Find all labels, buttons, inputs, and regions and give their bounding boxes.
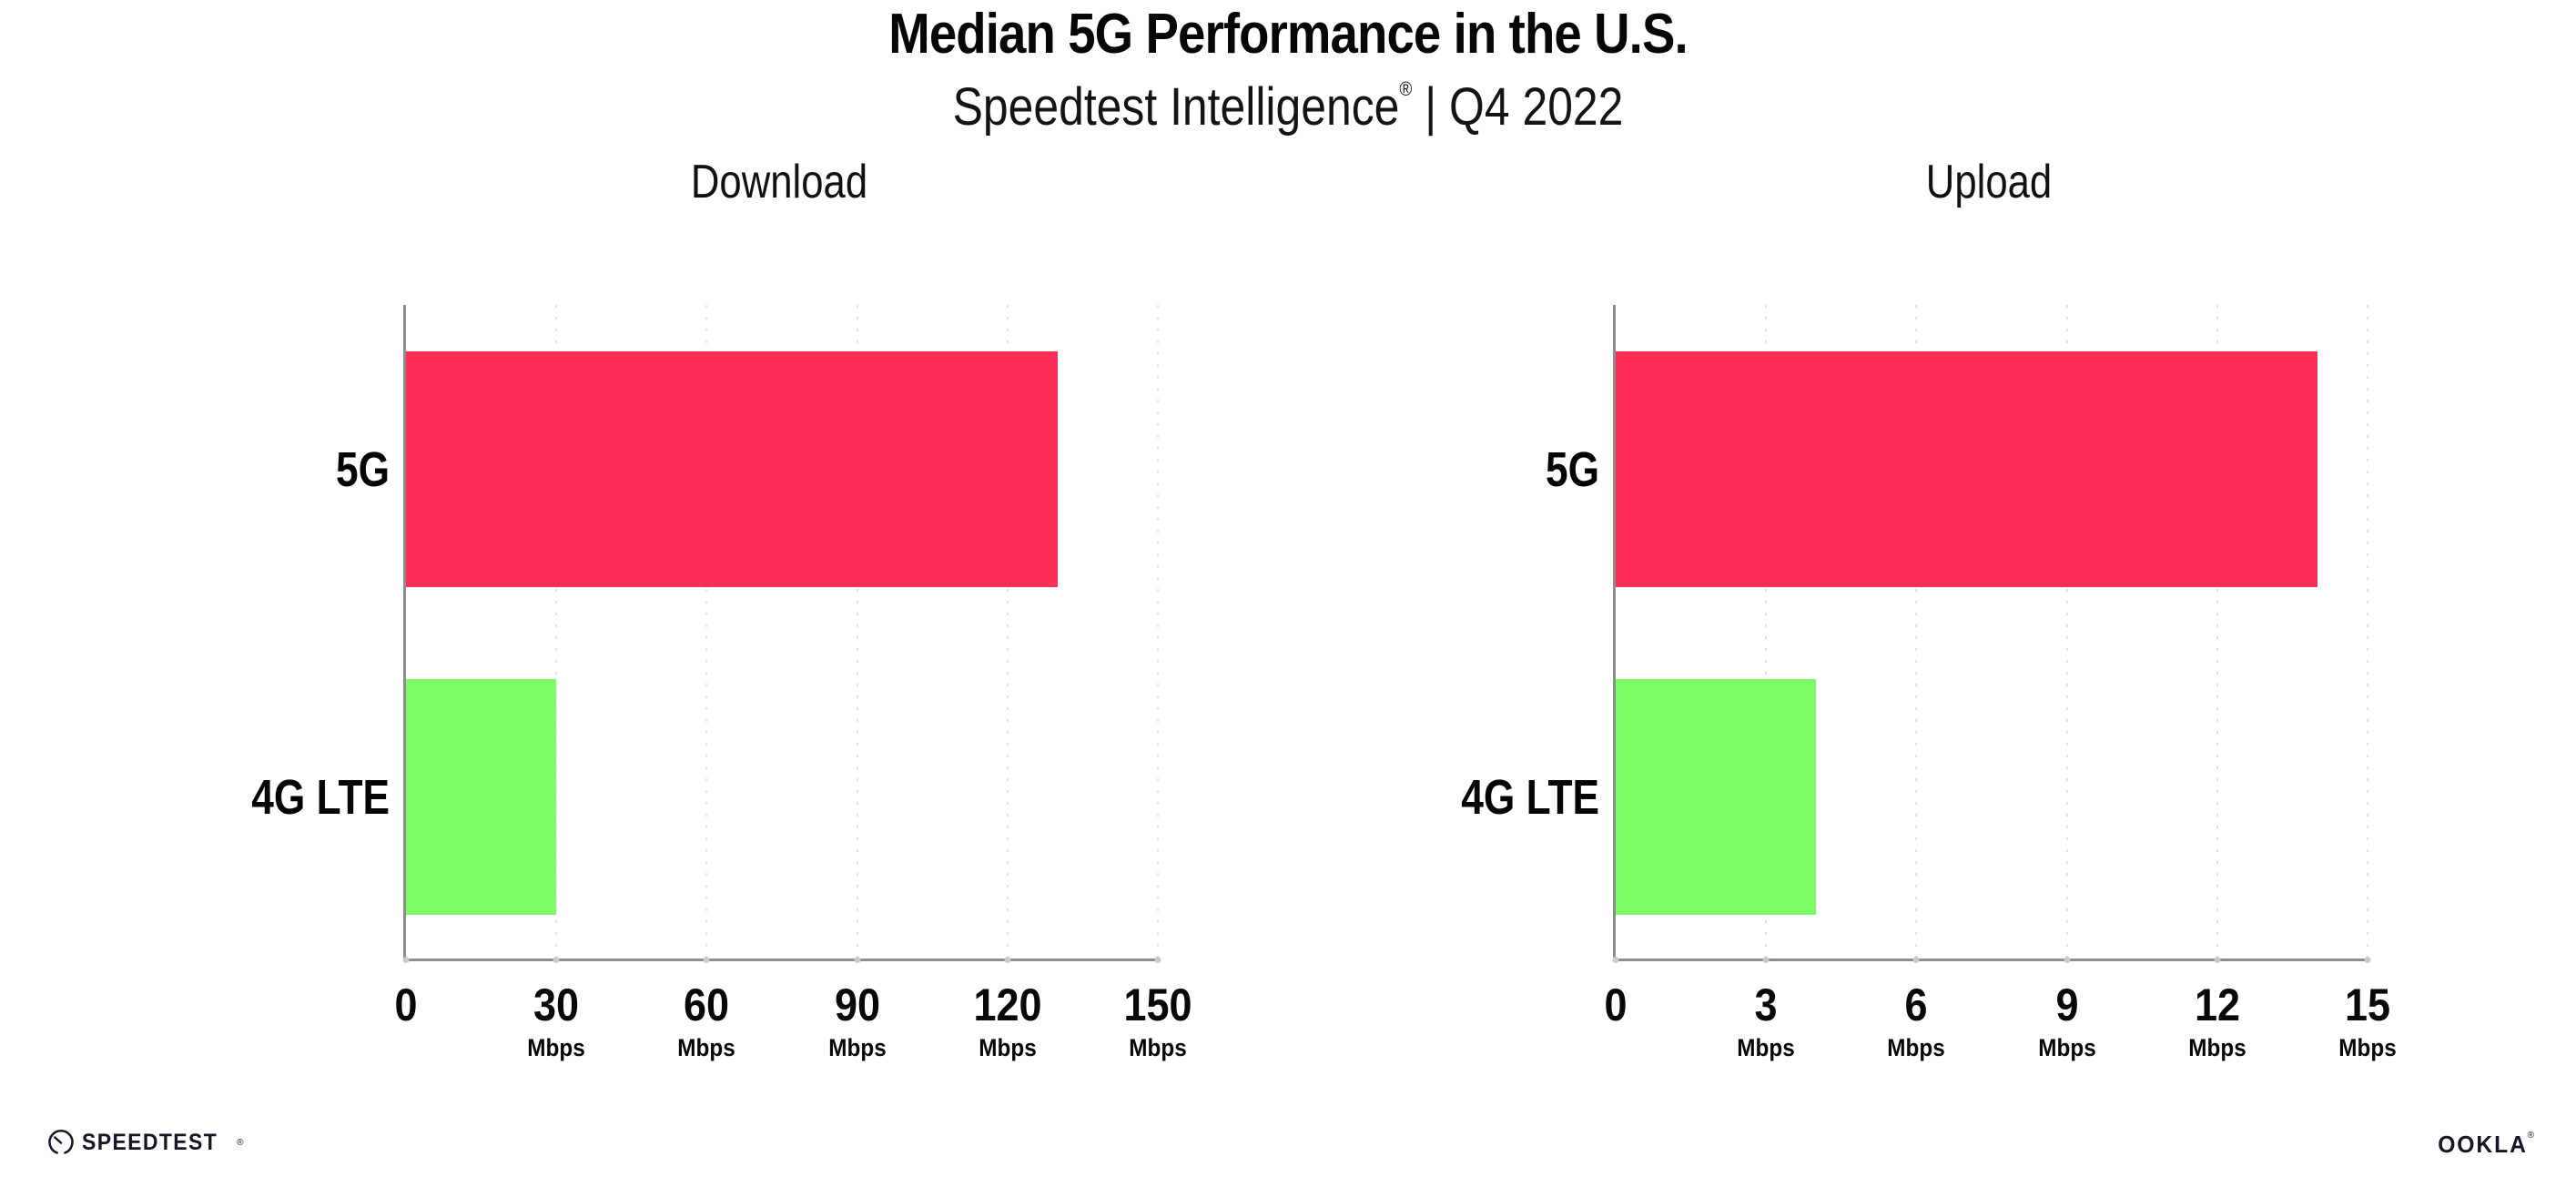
x-tick-value: 15 [2344,979,2391,1030]
x-tick-value: 120 [973,979,1042,1030]
gridline [1765,305,1768,959]
upload-chart-plot-area: 0 3 Mbps 6 Mbps 9 Mbps 12 Mbps 15 Mbps 5G 4G LTE [1461,305,2397,1060]
category-label-5g: 5G [1545,441,1599,497]
x-tick-label: 90 Mbps [825,982,889,1060]
x-tick-value: 9 [2055,979,2079,1030]
gridline [1006,305,1009,959]
bar-4g-lte [1616,679,1817,915]
download-chart-plot-area: 0 30 Mbps 60 Mbps 90 Mbps 120 Mbps 150 Mbps 5G 4G LT… [251,305,1192,1060]
axis-tick-dot [553,957,560,963]
ookla-logo: OOKLA ® [2433,1131,2534,1159]
axis-tick-dot [2214,957,2221,963]
x-tick-label-inner: 0 [394,982,417,1028]
download-chart-title: Download [690,156,868,208]
x-tick-value: 0 [1604,979,1628,1030]
x-tick-value: 6 [1904,979,1928,1030]
x-tick-label: 15 Mbps [2336,982,2400,1060]
x-tick-label-inner: 150 Mbps [1123,982,1192,1060]
gridline [2216,305,2218,959]
x-tick-label: 150 Mbps [1120,982,1195,1060]
x-tick-label: 9 Mbps [2034,982,2099,1060]
speedtest-registered-mark: ® [237,1137,244,1148]
axis-tick-dot [1912,957,1920,963]
axis-tick-dot [2064,957,2071,963]
speedtest-logo: SPEEDTEST ® [47,1129,244,1156]
axis-tick-dot [1004,957,1011,963]
x-tick-label-inner: 12 Mbps [2188,982,2246,1060]
subtitle-separator: | [1412,77,1450,137]
x-tick-label-inner: 90 Mbps [828,982,886,1060]
x-tick-label-inner: 0 [1604,982,1627,1028]
speedtest-wordmark: SPEEDTEST [82,1129,218,1155]
x-tick-label: 30 Mbps [524,982,589,1060]
x-tick-label-inner: 15 Mbps [2338,982,2396,1060]
axis-tick-dot [703,957,710,963]
bar-5g [1616,351,2317,587]
axis-tick-dot [402,957,410,963]
x-tick-unit: Mbps [2338,1034,2397,1061]
speedtest-gauge-icon [48,1130,74,1154]
x-tick-label: 120 Mbps [969,982,1045,1060]
x-tick-label-inner: 120 Mbps [973,982,1041,1060]
x-tick-unit: Mbps [527,1034,585,1061]
bar-4g-lte [406,679,557,915]
category-label-5g: 5G [335,441,390,497]
category-label-4g-lte: 4G LTE [1461,769,1599,825]
x-tick-unit: Mbps [677,1034,736,1061]
x-tick-unit: Mbps [2037,1034,2096,1061]
x-tick-label-inner: 30 Mbps [527,982,584,1060]
x-tick-label-inner: 60 Mbps [678,982,735,1060]
axis-tick-dot [1612,957,1619,963]
x-tick-label: 3 Mbps [1734,982,1799,1060]
x-tick-label-inner: 6 Mbps [1888,982,1945,1060]
ookla-registered-mark: ® [2527,1131,2534,1141]
x-tick-label: 60 Mbps [674,982,739,1060]
gridline [1157,305,1159,959]
x-tick-label: 6 Mbps [1884,982,1949,1060]
x-tick-value: 60 [684,979,730,1030]
page-title: Median 5G Performance in the U.S. [888,3,1688,66]
x-tick-unit: Mbps [2188,1034,2246,1061]
axis-tick-dot [1154,957,1161,963]
subtitle-period: Q4 2022 [1449,77,1624,137]
x-tick-label-inner: 3 Mbps [1737,982,1794,1060]
gridline [555,305,558,959]
x-tick-unit: Mbps [1737,1034,1795,1061]
x-tick-value: 150 [1123,979,1192,1030]
x-tick-label: 0 [393,982,419,1028]
gridline [705,305,708,959]
x-tick-value: 3 [1754,979,1778,1030]
gridline [1915,305,1918,959]
x-tick-value: 30 [533,979,580,1030]
registered-mark: ® [1399,77,1413,100]
x-tick-label: 12 Mbps [2186,982,2250,1060]
chart-subtitle: Speedtest Intelligence® | Q4 2022 [180,76,2396,137]
ookla-wordmark: OOKLA [2437,1131,2528,1158]
x-tick-value: 90 [834,979,880,1030]
subtitle-brand: Speedtest Intelligence [952,77,1400,137]
gridline [856,305,858,959]
x-tick-unit: Mbps [1129,1034,1187,1061]
upload-chart-title: Upload [1925,156,2053,208]
gridline [2367,305,2368,959]
category-label-4g-lte: 4G LTE [251,769,390,825]
axis-tick-dot [854,957,861,963]
bar-5g [406,351,1058,587]
x-tick-unit: Mbps [979,1034,1037,1061]
axis-tick-dot [1762,957,1770,963]
x-tick-unit: Mbps [1887,1034,1946,1061]
x-tick-unit: Mbps [827,1034,887,1061]
x-tick-label-inner: 9 Mbps [2038,982,2095,1060]
axis-tick-dot [2364,957,2371,963]
gridline [2065,305,2068,959]
x-tick-value: 0 [394,979,418,1030]
x-tick-value: 12 [2194,979,2240,1030]
x-tick-label: 0 [1603,982,1628,1028]
